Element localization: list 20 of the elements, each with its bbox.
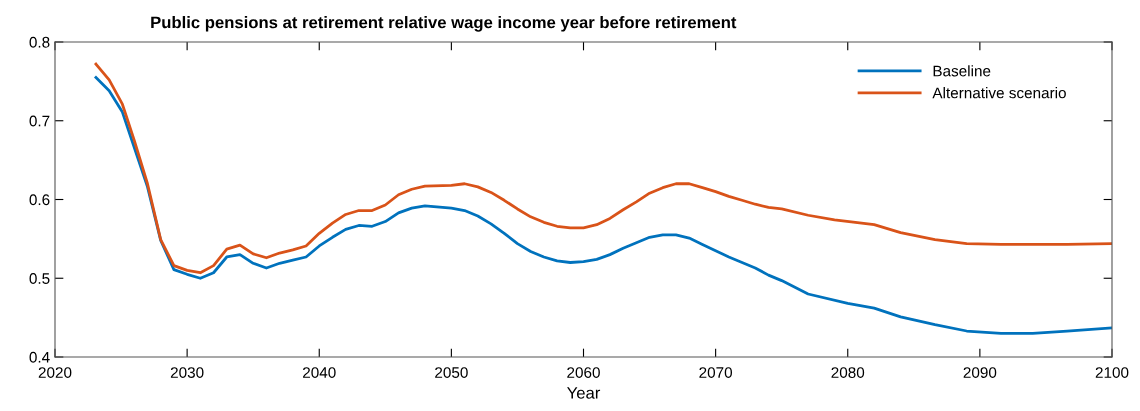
y-tick-label: 0.4 xyxy=(29,351,50,363)
x-tick-label: 2080 xyxy=(831,367,865,378)
legend-label: Baseline xyxy=(933,65,991,77)
y-tick-label: 0.6 xyxy=(29,194,50,206)
x-tick-label: 2070 xyxy=(699,367,733,378)
line-series xyxy=(94,62,1112,275)
y-tick-label: 0.5 xyxy=(29,273,50,284)
x-tick-label: 2090 xyxy=(963,367,997,378)
x-axis-title: Year xyxy=(567,387,601,399)
x-tick-label: 2060 xyxy=(567,367,600,378)
chart-title: Public pensions at retirement relative wage income year before retirement xyxy=(151,16,737,32)
legend-label: Alternative scenario xyxy=(932,87,1066,99)
x-tick-label: 2020 xyxy=(38,367,72,378)
y-tick-label: 0.8 xyxy=(29,36,50,48)
x-tick-label: 2050 xyxy=(435,367,468,378)
x-tick-label: 2030 xyxy=(170,367,204,378)
line-series xyxy=(94,76,1112,335)
x-tick-label: 2040 xyxy=(303,367,336,378)
x-tick-label: 2100 xyxy=(1095,367,1129,378)
y-tick-label: 0.7 xyxy=(29,115,50,127)
